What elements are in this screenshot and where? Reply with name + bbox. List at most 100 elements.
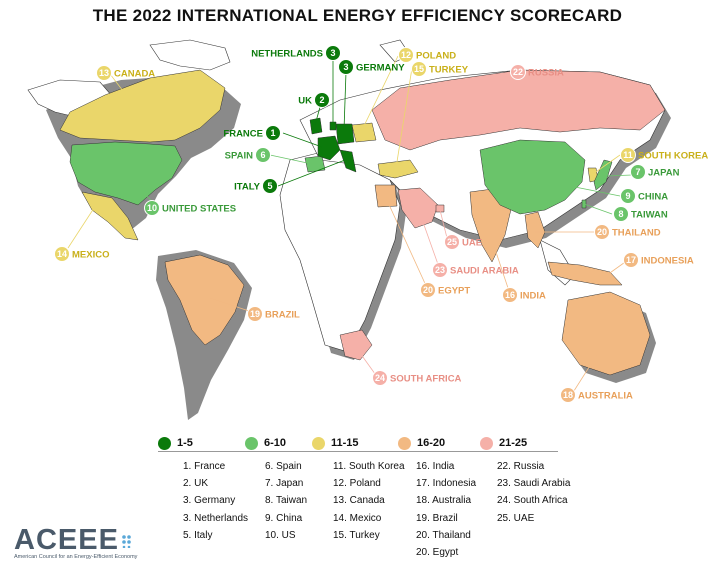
rank-number: 20 — [423, 285, 433, 295]
legend: 1-5 6-10 11-15 16-20 21-25 — [158, 434, 578, 452]
legend-swatch — [158, 436, 171, 450]
legend-item: 21-25 — [480, 434, 527, 452]
legend-label: 16-20 — [417, 437, 446, 449]
rank-number: 9 — [625, 191, 630, 201]
ranking-entry: 12. Poland — [333, 478, 381, 490]
country-label: POLAND — [416, 51, 456, 62]
rank-marker — [325, 45, 341, 61]
legend-swatch — [480, 436, 493, 450]
ranking-entry: 20. Thailand — [416, 529, 471, 541]
logo-dots-icon — [122, 534, 131, 548]
ranking-entry: 22. Russia — [497, 461, 545, 472]
rank-number: 11 — [623, 150, 633, 160]
country-label: SAUDI ARABIA — [450, 266, 519, 277]
legend-swatch — [312, 436, 325, 450]
rank-number: 15 — [414, 64, 424, 74]
country-label: SOUTH KOREA — [638, 151, 708, 162]
ranking-entry: 13. Canada — [333, 495, 385, 507]
rank-marker — [255, 147, 271, 163]
country-label: TAIWAN — [631, 210, 668, 221]
rank-number: 16 — [505, 290, 515, 300]
ranking-entry: 14. Mexico — [333, 512, 382, 524]
ranking-entry: 3. Germany — [183, 495, 236, 507]
rank-number: 20 — [597, 227, 607, 237]
country-label: NETHERLANDS — [251, 49, 323, 60]
ranking-entry: 15. Turkey — [333, 529, 380, 541]
rank-number: 18 — [563, 390, 573, 400]
country-label: INDIA — [520, 291, 546, 302]
country-label: THAILAND — [612, 228, 661, 239]
rank-marker — [623, 252, 639, 268]
rank-number: 3 — [343, 62, 348, 72]
rank-marker — [247, 306, 263, 322]
country-label: UNITED STATES — [162, 204, 236, 215]
rank-marker — [630, 164, 646, 180]
tier1-countries — [309, 117, 357, 173]
rank-marker — [444, 234, 460, 250]
legend-label: 1-5 — [177, 437, 193, 449]
country-label: CANADA — [114, 69, 155, 80]
tier2-countries — [69, 139, 613, 215]
aceee-logo: ACEEE American Council for an Energy-Eff… — [14, 524, 137, 560]
rank-marker — [510, 64, 526, 80]
country-label: GERMANY — [356, 63, 405, 74]
rank-marker — [338, 59, 354, 75]
rank-number: 13 — [99, 68, 109, 78]
ranking-entry: 6. Spain — [265, 461, 302, 472]
rank-number: 6 — [260, 150, 265, 160]
logo-wordmark: ACEEE — [14, 524, 119, 556]
rank-marker — [262, 178, 278, 194]
rank-marker — [265, 125, 281, 141]
country-label: TURKEY — [429, 65, 469, 76]
rank-marker — [96, 65, 112, 81]
map-title: THE 2022 INTERNATIONAL ENERGY EFFICIENCY… — [92, 6, 623, 25]
country-label: MEXICO — [72, 250, 109, 261]
ranking-entry: 23. Saudi Arabia — [497, 478, 571, 490]
country-label: AUSTRALIA — [578, 391, 633, 402]
ranking-entry: 5. Italy — [183, 529, 213, 541]
rank-marker — [613, 206, 629, 222]
rank-marker — [314, 92, 330, 108]
rank-marker — [620, 188, 636, 204]
ranking-entry: 17. Indonesia — [416, 478, 477, 490]
tier4-countries — [164, 184, 651, 376]
country-label: BRAZIL — [265, 310, 300, 321]
rank-number: 5 — [267, 181, 272, 191]
country-markers: 1 FRANCE 2 UK 3 NETHERLANDS 3 GERMANY 5 ITALY 6 SPA… — [54, 45, 708, 403]
rank-marker — [432, 262, 448, 278]
rank-marker — [54, 246, 70, 262]
country-label: ITALY — [234, 182, 261, 193]
country-label: JAPAN — [648, 168, 680, 179]
ranking-entry: 18. Australia — [416, 495, 472, 507]
ranking-entry: 16. India — [416, 461, 455, 472]
rank-marker — [144, 200, 160, 216]
rank-marker — [594, 224, 610, 240]
legend-item: 11-15 — [312, 434, 359, 452]
rank-marker — [398, 47, 414, 63]
ranking-entry: 8. Taiwan — [265, 495, 308, 507]
ranking-entry: 24. South Africa — [497, 495, 568, 507]
country-label: UAE — [462, 238, 482, 249]
rank-marker — [411, 61, 427, 77]
legend-item: 16-20 — [398, 434, 445, 452]
ranking-entry: 19. Brazil — [416, 512, 458, 524]
country-label: UK — [298, 96, 312, 107]
country-label: EGYPT — [438, 286, 470, 297]
legend-swatch — [398, 436, 411, 450]
legend-divider — [158, 451, 558, 452]
ranking-column-11-15: 11. South Korea 12. Poland 13. Canada 14… — [333, 458, 405, 544]
rank-marker — [420, 282, 436, 298]
rank-number: 8 — [618, 209, 623, 219]
rank-number: 10 — [147, 203, 157, 213]
rank-number: 2 — [319, 95, 324, 105]
rank-number: 1 — [270, 128, 275, 138]
ranking-entry: 11. South Korea — [333, 461, 405, 472]
ranking-column-1-5: 1. France 2. UK 3. Germany 3. Netherland… — [183, 458, 248, 544]
tier3-countries — [59, 69, 599, 241]
rank-number: 19 — [250, 309, 260, 319]
rank-number: 3 — [330, 48, 335, 58]
rank-marker — [502, 287, 518, 303]
ranking-entry: 20. Egypt — [416, 547, 459, 559]
legend-item: 1-5 — [158, 434, 193, 452]
ranking-column-16-20: 16. India 17. Indonesia 18. Australia 19… — [416, 458, 476, 561]
